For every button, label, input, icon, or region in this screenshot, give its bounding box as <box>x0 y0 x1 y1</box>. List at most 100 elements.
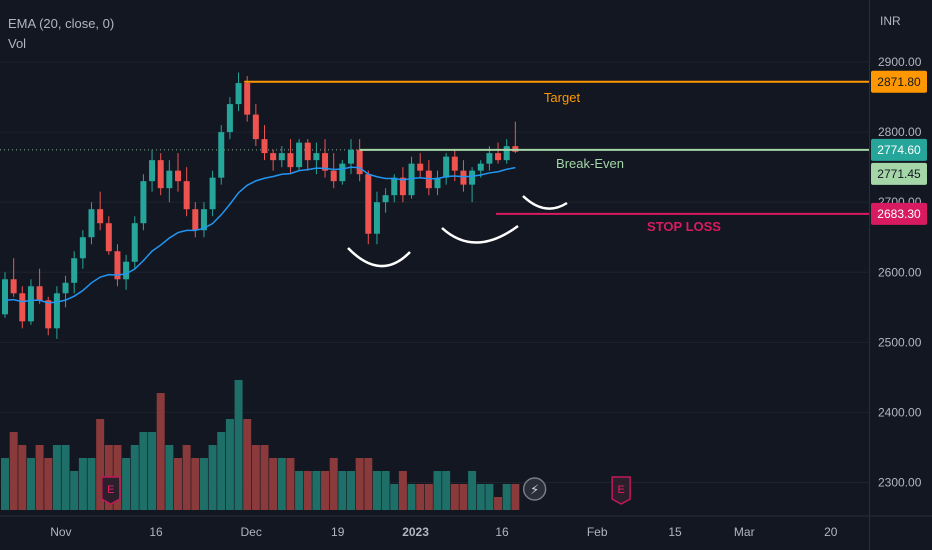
time-tick-label: Feb <box>587 525 608 539</box>
volume-bar <box>312 471 321 510</box>
candle-body[interactable] <box>123 261 130 280</box>
candle-body[interactable] <box>391 177 398 196</box>
candle-body[interactable] <box>114 251 121 280</box>
volume-bar <box>381 471 390 510</box>
candle-body[interactable] <box>486 153 493 164</box>
time-tick-label: Nov <box>50 525 71 539</box>
volume-bar <box>122 458 131 510</box>
candle-body[interactable] <box>218 132 225 178</box>
earnings-marker-letter: E <box>617 484 624 496</box>
ema-legend-label[interactable]: EMA (20, close, 0) <box>8 16 115 31</box>
candle-body[interactable] <box>304 142 311 161</box>
candle-body[interactable] <box>235 83 242 105</box>
candle-body[interactable] <box>226 104 233 133</box>
candle-body[interactable] <box>157 160 164 189</box>
time-tick-label: Dec <box>241 525 262 539</box>
candle-body[interactable] <box>62 282 69 294</box>
candle-body[interactable] <box>408 163 415 196</box>
candle-body[interactable] <box>252 114 259 140</box>
candle-body[interactable] <box>296 142 303 168</box>
volume-bar <box>321 471 330 510</box>
candle-body[interactable] <box>460 170 467 185</box>
candle-body[interactable] <box>166 170 173 189</box>
candle-body[interactable] <box>434 177 441 189</box>
earnings-icon[interactable] <box>611 476 631 505</box>
candle-body[interactable] <box>209 177 216 210</box>
volume-bar <box>26 458 35 510</box>
candle-body[interactable] <box>348 149 354 164</box>
candle-body[interactable] <box>71 258 78 283</box>
candle-body[interactable] <box>53 293 60 329</box>
candle-body[interactable] <box>399 177 406 196</box>
ema-value-badge[interactable] <box>871 162 927 185</box>
candle-body[interactable] <box>373 202 380 234</box>
candle-body[interactable] <box>200 209 207 231</box>
candle-body[interactable] <box>79 237 86 259</box>
volume-bar <box>1 458 9 510</box>
volume-bar <box>416 484 425 510</box>
volume-bar <box>390 484 399 510</box>
volume-bar <box>251 445 260 510</box>
candle-body[interactable] <box>2 279 8 315</box>
candle-body[interactable] <box>477 163 484 171</box>
volume-bar <box>277 458 286 510</box>
last-price-badge[interactable] <box>871 138 927 161</box>
candle-body[interactable] <box>313 153 320 161</box>
earnings-icon[interactable] <box>101 476 121 505</box>
volume-bar <box>70 471 79 510</box>
candle-body[interactable] <box>417 163 424 171</box>
candle-body[interactable] <box>339 163 346 182</box>
volume-bar <box>87 458 96 510</box>
candle-body[interactable] <box>27 286 34 322</box>
candle-body[interactable] <box>175 170 181 182</box>
cup-arc-annotation[interactable] <box>347 247 411 268</box>
volume-bar <box>364 458 373 510</box>
candle-body[interactable] <box>322 153 329 171</box>
candle-body[interactable] <box>356 149 363 175</box>
target-price-badge[interactable] <box>871 70 927 93</box>
volume-bar <box>234 380 243 510</box>
candle-body[interactable] <box>287 153 294 168</box>
candle-body[interactable] <box>19 293 26 322</box>
candle-body[interactable] <box>36 286 43 301</box>
candle-body[interactable] <box>382 195 389 203</box>
volume-bar <box>269 458 278 510</box>
time-tick-label: 19 <box>331 525 345 539</box>
last-price-badge-text: 2774.60 <box>877 143 921 157</box>
candle-body[interactable] <box>149 160 156 182</box>
volume-bar <box>407 484 416 510</box>
candle-body[interactable] <box>105 223 112 252</box>
candle-body[interactable] <box>97 209 104 224</box>
candle-body[interactable] <box>443 156 450 178</box>
candle-body[interactable] <box>183 181 190 210</box>
candle-body[interactable] <box>365 174 372 234</box>
stoploss-price-badge[interactable] <box>871 202 927 225</box>
candle-body[interactable] <box>278 153 285 161</box>
candle-body[interactable] <box>503 146 510 161</box>
time-tick-label: 20 <box>824 525 838 539</box>
price-tick-label: 2600.00 <box>878 265 922 279</box>
lightning-glyph: ⚡ <box>530 483 539 498</box>
candle-body[interactable] <box>45 300 52 329</box>
candle-body[interactable] <box>131 223 138 262</box>
candle-body[interactable] <box>261 139 268 154</box>
candle-body[interactable] <box>330 170 337 182</box>
candle-body[interactable] <box>140 181 147 224</box>
volume-bar <box>182 445 191 510</box>
candle-body[interactable] <box>88 209 95 238</box>
candle-body[interactable] <box>270 153 277 161</box>
volume-bar <box>494 497 503 510</box>
lightning-icon[interactable] <box>522 477 547 501</box>
volume-bar <box>424 484 433 510</box>
volume-legend-label[interactable]: Vol <box>8 36 27 51</box>
candle-body[interactable] <box>451 156 458 171</box>
candle-body[interactable] <box>495 153 502 161</box>
candle-body[interactable] <box>469 170 476 185</box>
cup-arc-annotation[interactable] <box>522 195 568 210</box>
cup-arc-annotation[interactable] <box>441 224 519 244</box>
candle-body[interactable] <box>10 279 17 294</box>
volume-bar <box>61 445 70 510</box>
candle-body[interactable] <box>192 209 199 231</box>
candle-body[interactable] <box>244 83 251 115</box>
